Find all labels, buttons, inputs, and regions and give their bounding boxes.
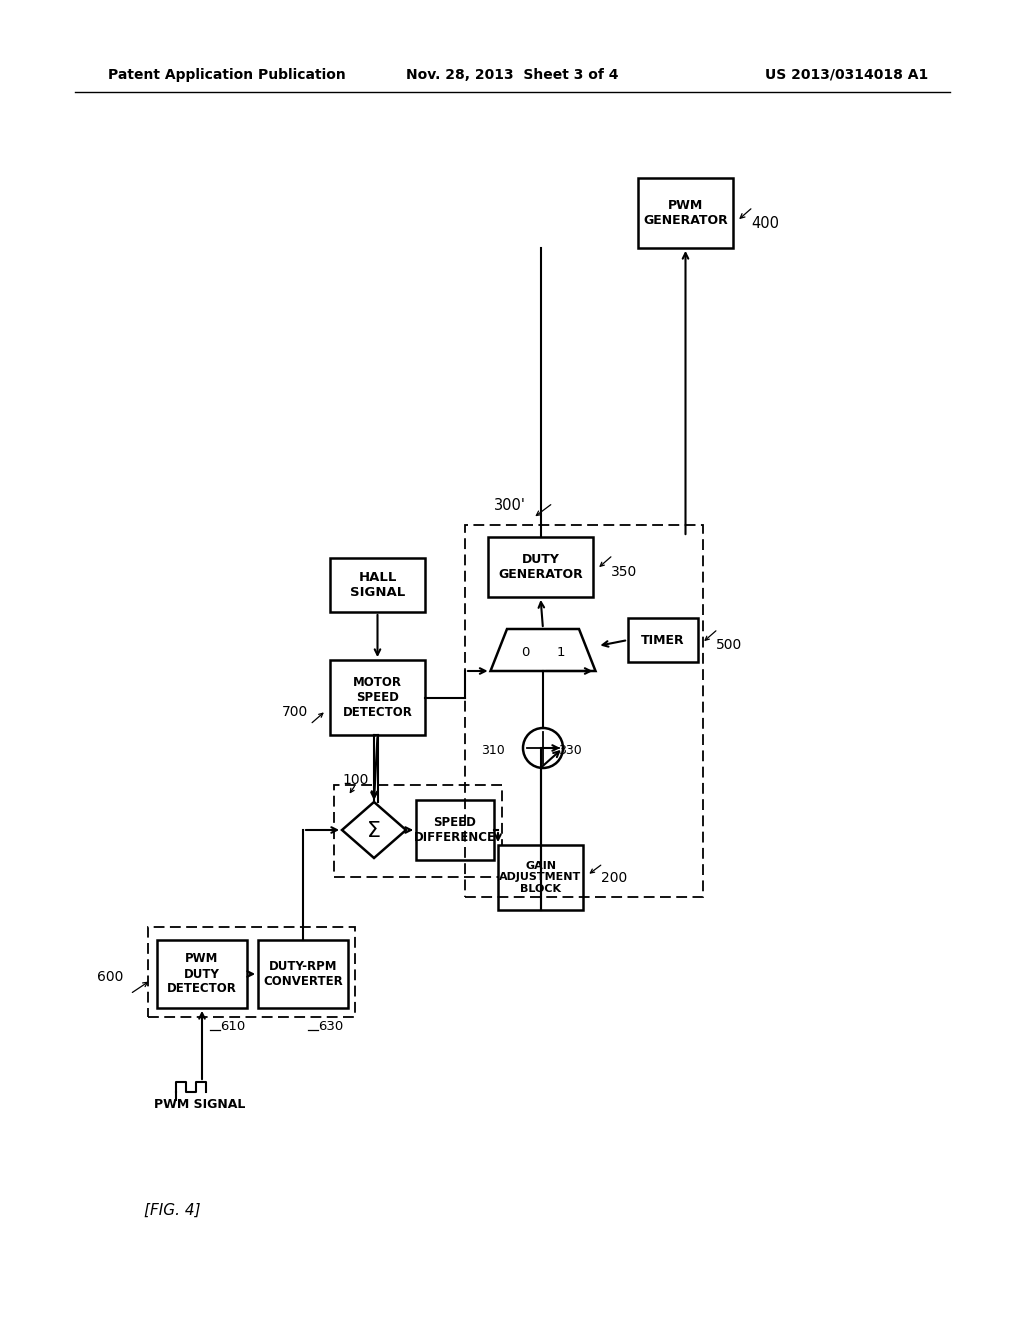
Polygon shape: [342, 803, 406, 858]
Text: 610: 610: [220, 1019, 246, 1032]
Text: 330: 330: [558, 743, 582, 756]
Text: US 2013/0314018 A1: US 2013/0314018 A1: [765, 69, 928, 82]
Text: PWM
DUTY
DETECTOR: PWM DUTY DETECTOR: [167, 953, 237, 995]
Circle shape: [523, 729, 563, 768]
Text: DUTY
GENERATOR: DUTY GENERATOR: [498, 553, 583, 581]
Bar: [628, 618, 698, 663]
Text: Nov. 28, 2013  Sheet 3 of 4: Nov. 28, 2013 Sheet 3 of 4: [406, 69, 618, 82]
Bar: [157, 940, 247, 1008]
Text: TIMER: TIMER: [641, 634, 685, 647]
Bar: [330, 660, 425, 735]
Text: 700: 700: [282, 705, 308, 719]
Text: 0: 0: [521, 647, 529, 660]
Text: Σ: Σ: [367, 821, 381, 841]
Bar: [148, 927, 355, 1016]
Bar: [498, 845, 583, 909]
Bar: [638, 178, 733, 248]
Bar: [334, 785, 502, 876]
Text: 500: 500: [716, 638, 742, 652]
Text: 350: 350: [611, 565, 637, 579]
Text: 300': 300': [494, 498, 526, 512]
Bar: [258, 940, 348, 1008]
Text: DUTY-RPM
CONVERTER: DUTY-RPM CONVERTER: [263, 960, 343, 987]
Bar: [465, 525, 703, 898]
Text: 100: 100: [343, 774, 370, 787]
Text: 310: 310: [481, 743, 505, 756]
Text: MOTOR
SPEED
DETECTOR: MOTOR SPEED DETECTOR: [343, 676, 413, 719]
Text: 600: 600: [96, 970, 123, 983]
Text: PWM SIGNAL: PWM SIGNAL: [155, 1098, 246, 1111]
Text: 1: 1: [557, 647, 565, 660]
Text: 630: 630: [318, 1019, 343, 1032]
Text: [FIG. 4]: [FIG. 4]: [143, 1203, 201, 1217]
Polygon shape: [490, 630, 596, 671]
Text: 400: 400: [751, 215, 779, 231]
Text: 200: 200: [601, 870, 628, 884]
Text: HALL
SIGNAL: HALL SIGNAL: [350, 572, 406, 599]
Bar: [416, 800, 494, 861]
Bar: [330, 558, 425, 612]
Text: GAIN
ADJUSTMENT
BLOCK: GAIN ADJUSTMENT BLOCK: [500, 861, 582, 894]
Text: Patent Application Publication: Patent Application Publication: [108, 69, 346, 82]
Bar: [488, 537, 593, 597]
Text: SPEED
DIFFERENCE: SPEED DIFFERENCE: [414, 816, 496, 843]
Text: PWM
GENERATOR: PWM GENERATOR: [643, 199, 728, 227]
